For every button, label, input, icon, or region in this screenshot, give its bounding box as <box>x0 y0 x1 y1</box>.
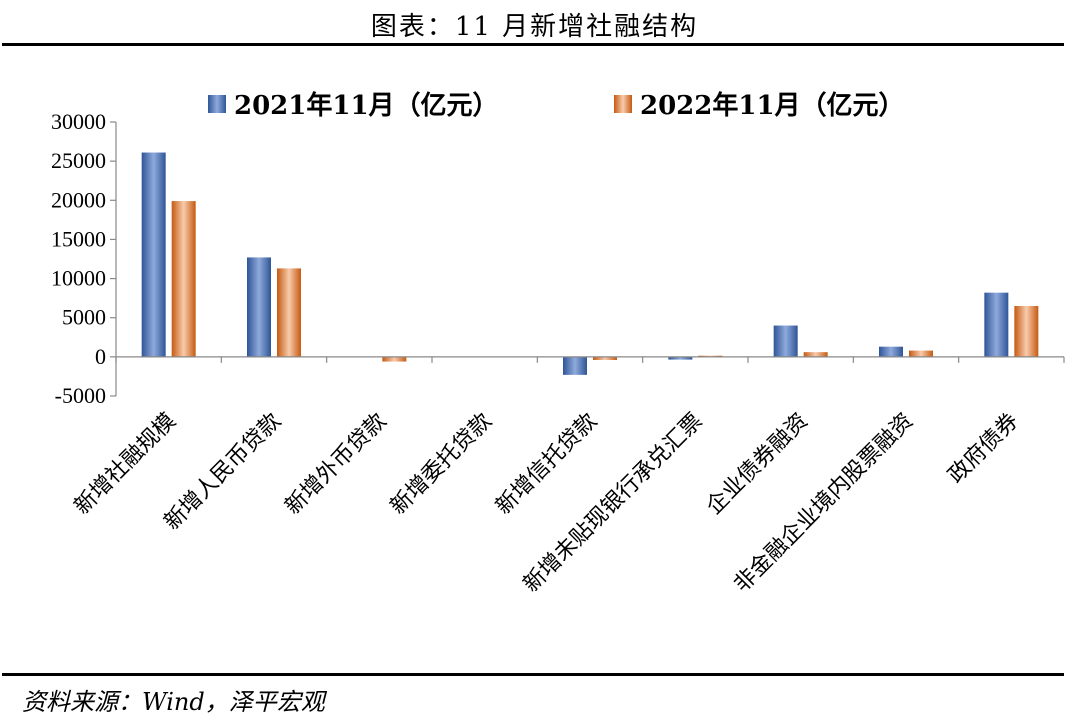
x-category-label: 政府债券 <box>944 409 1024 489</box>
bars <box>141 152 1039 375</box>
x-category-label: 非金融企业境内股票融资 <box>729 409 918 598</box>
bar-series-1-6 <box>773 325 798 357</box>
x-category-label: 新增委托贷款 <box>386 409 497 520</box>
y-tick-label: 25000 <box>51 148 106 173</box>
x-category-label: 企业债券融资 <box>702 409 813 520</box>
legend-swatch <box>208 95 226 113</box>
y-axis: -5000 0 5000 10000 15000 20000 25000 30000 <box>51 109 117 408</box>
bar-series-2-0 <box>171 201 196 357</box>
y-tick-label: 5000 <box>62 305 106 330</box>
y-tick-label: 10000 <box>51 266 106 291</box>
bar-series-1-7 <box>879 346 903 357</box>
bar-series-1-0 <box>141 152 166 357</box>
legend-label: 2021年11月（亿元） <box>234 90 499 121</box>
legend-label: 2022年11月（亿元） <box>640 90 905 121</box>
bar-series-1-4 <box>563 356 587 375</box>
x-category-label: 新增外币贷款 <box>281 409 392 520</box>
bar-series-2-4 <box>593 356 617 360</box>
legend: 2021年11月（亿元） 2022年11月（亿元） <box>208 90 905 121</box>
bar-series-1-1 <box>247 257 271 357</box>
y-tick-label: -5000 <box>55 383 106 408</box>
source-note: 资料来源：Wind，泽平宏观 <box>22 688 325 716</box>
x-axis: 新增社融规模新增人民币贷款新增外币贷款新增委托贷款新增信托贷款新增未贴现银行承兑… <box>70 356 1065 598</box>
bar-series-2-1 <box>277 268 301 357</box>
y-tick-label: 15000 <box>51 226 106 251</box>
bar-series-1-5 <box>668 356 693 360</box>
bar-series-2-2 <box>382 356 407 362</box>
y-tick-label: 0 <box>95 344 106 369</box>
x-category-label: 新增未贴现银行承兑汇票 <box>519 409 708 598</box>
legend-swatch <box>614 95 632 113</box>
y-tick-label: 30000 <box>51 109 106 134</box>
x-category-label: 新增信托贷款 <box>491 409 602 520</box>
bar-series-2-6 <box>803 352 828 357</box>
bar-series-2-7 <box>909 350 933 357</box>
top-rule <box>2 43 1064 46</box>
y-tick-label: 20000 <box>51 187 106 212</box>
bar-chart: 2021年11月（亿元） 2022年11月（亿元） -5000 0 5000 10000… <box>51 90 1065 598</box>
chart-title: 图表：11 月新增社融结构 <box>370 12 699 42</box>
x-category-label: 新增社融规模 <box>70 409 181 520</box>
bar-series-1-8 <box>984 292 1009 357</box>
bottom-rule <box>2 673 1064 676</box>
bar-series-2-8 <box>1014 305 1039 357</box>
